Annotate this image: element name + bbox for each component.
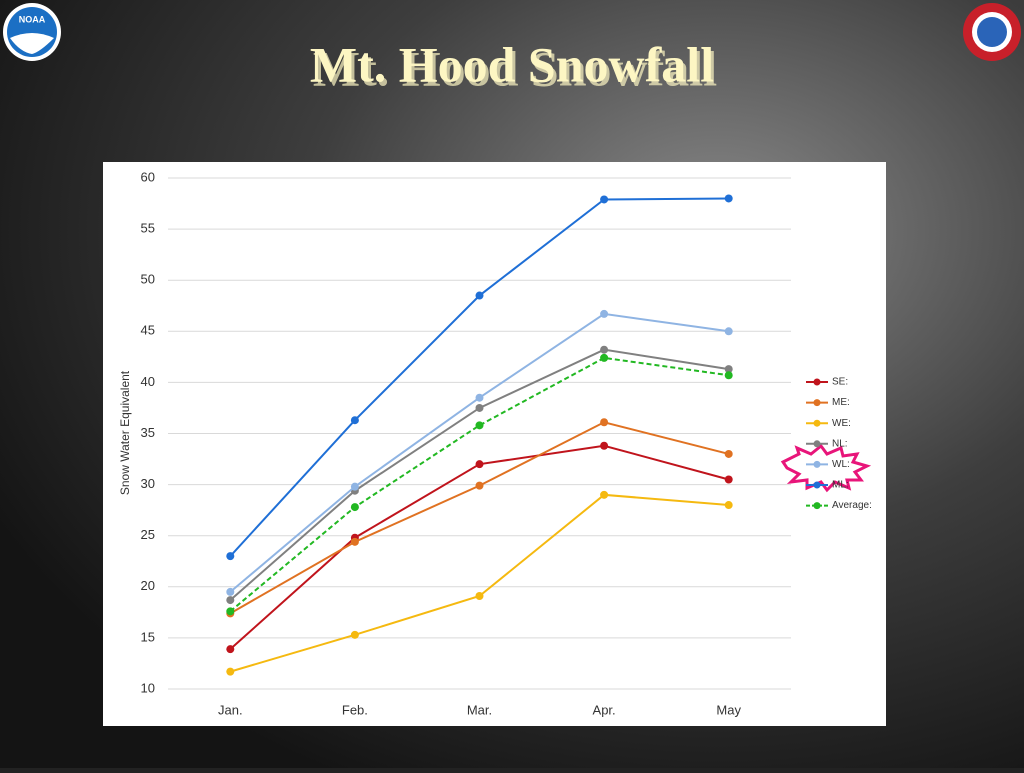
y-tick-label: 60 [141,169,155,184]
data-point [350,630,359,639]
legend-marker [813,399,821,407]
data-point [226,667,235,676]
data-point [724,371,733,380]
legend-marker [813,419,821,427]
legend-label: ME: [832,397,850,408]
legend-marker [813,378,821,386]
chart-panel [103,162,886,726]
x-tick-label: Mar. [467,702,492,717]
data-point [226,645,235,654]
data-point [350,537,359,546]
x-tick-label: May [716,702,741,717]
series-line [229,356,729,613]
highlight-burst [780,443,872,493]
data-point [350,503,359,512]
data-point [600,441,609,450]
data-point [724,365,733,374]
data-point [226,587,235,596]
data-point [226,607,235,616]
data-point [600,353,609,362]
data-point [226,552,235,561]
legend-marker [813,481,821,489]
data-point [600,490,609,499]
y-tick-label: 20 [141,578,155,593]
data-point [475,460,484,469]
data-point [600,345,609,354]
plot: 10 15 20 25 30 35 40 45 50 55 60 Jan. Feb. Mar. Apr. Ma… [141,169,872,717]
data-point [475,291,484,300]
data-point [350,416,359,425]
y-tick-label: 35 [141,425,155,440]
data-point [724,449,733,458]
data-point [724,327,733,336]
y-tick-label: 15 [141,629,155,644]
slide-title: Mt. Hood Snowfall [310,36,714,92]
logo-text: NOAA [19,14,46,24]
data-point [600,195,609,204]
x-tick-label: Apr. [593,702,616,717]
y-tick-label: 55 [141,221,155,236]
legend-marker [813,502,821,510]
data-point [475,481,484,490]
data-point [724,475,733,484]
data-point [475,403,484,412]
legend-label: WE: [832,418,851,429]
y-tick-label: 25 [141,527,155,542]
data-point [475,591,484,600]
legend-label: WL: [832,459,850,470]
legend-label: SE: [832,377,848,388]
legend-marker [813,440,821,448]
y-axis-label: Snow Water Equivalent [118,370,132,495]
legend-label: NL: [832,438,848,449]
y-tick-label: 50 [141,272,155,287]
y-tick-label: 30 [141,476,155,491]
x-tick-label: Jan. [218,702,243,717]
data-point [600,418,609,427]
data-point [475,421,484,430]
legend-label: ML: [832,480,849,491]
data-point [600,309,609,318]
title-shadow: Mt. Hood Snowfall [313,40,717,96]
legend-marker [813,460,821,468]
data-point [226,596,235,605]
y-tick-label: 40 [141,374,155,389]
legend-label: Average: [832,500,872,511]
x-tick-label: Feb. [342,702,368,717]
data-point [475,393,484,402]
data-point [724,501,733,510]
y-tick-label: 10 [141,680,155,695]
data-point [350,482,359,491]
nws-logo [963,3,1021,61]
noaa-logo: NOAA [3,3,61,61]
data-point [724,194,733,203]
y-tick-label: 45 [141,323,155,338]
